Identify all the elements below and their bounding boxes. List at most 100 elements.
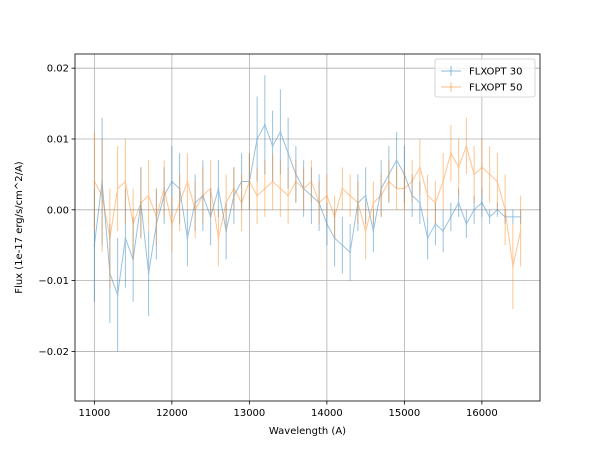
data-point — [372, 230, 375, 232]
data-point — [147, 272, 150, 275]
data-point — [349, 194, 352, 197]
x-tick-label: 16000 — [466, 408, 498, 419]
grid-lines — [75, 54, 540, 401]
data-point — [504, 208, 507, 211]
data-point — [170, 180, 173, 183]
data-point — [232, 187, 235, 190]
y-tick-label: −0.02 — [38, 347, 69, 358]
data-point — [287, 152, 290, 155]
data-point — [380, 187, 383, 190]
data-point — [225, 201, 228, 204]
legend-label: FLXOPT 50 — [469, 83, 522, 94]
data-point — [496, 208, 499, 211]
data-point — [434, 201, 437, 204]
data-point — [395, 159, 398, 162]
data-point — [279, 130, 282, 133]
data-point — [194, 208, 197, 211]
data-point — [403, 173, 406, 176]
data-point — [341, 244, 344, 247]
series-2 — [93, 117, 522, 309]
data-point — [473, 173, 476, 176]
y-tick-label: 0.02 — [47, 64, 69, 75]
data-point — [116, 293, 119, 296]
data-point — [310, 180, 313, 183]
data-point — [240, 180, 243, 183]
data-point — [519, 230, 522, 232]
data-point — [101, 180, 104, 183]
x-tick-label: 15000 — [388, 408, 420, 419]
y-tick-label: 0.00 — [47, 205, 69, 216]
data-point — [442, 230, 445, 232]
data-point — [124, 180, 127, 183]
data-point — [356, 201, 359, 204]
series-line — [93, 123, 521, 295]
data-point — [217, 187, 220, 190]
data-point — [519, 215, 522, 218]
data-point — [387, 180, 390, 183]
data-point — [511, 215, 514, 218]
data-point — [473, 208, 476, 211]
x-axis: 11000 12000 13000 14000 15000 16000 — [78, 401, 498, 419]
y-tick-label: 0.01 — [47, 134, 69, 145]
data-point — [124, 237, 127, 240]
data-point — [418, 201, 421, 204]
data-point — [201, 194, 204, 197]
data-point — [263, 187, 266, 190]
data-point — [101, 194, 104, 197]
legend-item: FLXOPT 50 — [441, 82, 522, 94]
data-point — [178, 201, 181, 204]
data-point — [333, 215, 336, 218]
data-point — [240, 201, 243, 204]
data-point — [457, 201, 460, 204]
data-point — [325, 194, 328, 197]
data-point — [225, 230, 228, 232]
data-point — [449, 215, 452, 218]
data-point — [108, 237, 111, 240]
data-point — [178, 187, 181, 190]
x-tick-label: 12000 — [156, 408, 188, 419]
data-point — [256, 194, 259, 197]
data-point — [434, 223, 437, 225]
data-point — [271, 180, 274, 183]
data-point — [418, 166, 421, 169]
data-point — [263, 123, 266, 126]
data-point — [279, 187, 282, 190]
data-point — [465, 223, 468, 225]
data-point — [496, 180, 499, 183]
data-point — [302, 187, 305, 190]
data-point — [209, 215, 212, 218]
data-point — [163, 194, 166, 197]
data-point — [186, 180, 189, 183]
data-point — [93, 180, 96, 183]
legend-label: FLXOPT 30 — [469, 67, 522, 78]
data-point — [364, 194, 367, 197]
data-point — [248, 180, 251, 183]
data-point — [426, 194, 429, 197]
data-point — [294, 180, 297, 183]
data-point — [411, 194, 414, 197]
x-tick-label: 11000 — [78, 408, 110, 419]
data-point — [465, 145, 468, 147]
data-point — [209, 187, 212, 190]
data-point — [341, 187, 344, 190]
data-point — [310, 194, 313, 197]
data-point — [356, 201, 359, 204]
data-point — [442, 180, 445, 183]
x-tick-label: 13000 — [233, 408, 265, 419]
plot-frame — [74, 53, 541, 402]
data-point — [364, 230, 367, 232]
data-point — [217, 237, 220, 240]
y-tick-label: −0.01 — [38, 276, 69, 287]
data-point — [325, 223, 328, 225]
data-point — [372, 201, 375, 204]
legend: FLXOPT 30 FLXOPT 50 — [434, 58, 536, 98]
series-1 — [93, 75, 522, 352]
data-point — [318, 201, 321, 204]
data-point — [488, 215, 491, 218]
data-point — [256, 138, 259, 140]
data-point — [387, 173, 390, 176]
data-point — [380, 194, 383, 197]
data-point — [480, 201, 483, 204]
data-point — [426, 237, 429, 240]
